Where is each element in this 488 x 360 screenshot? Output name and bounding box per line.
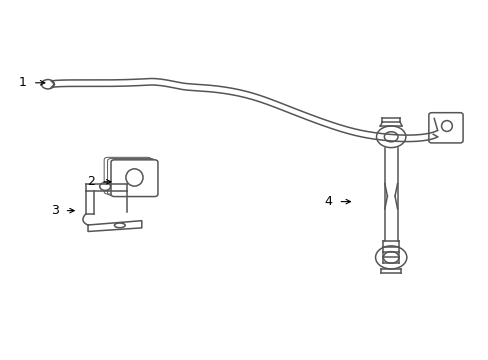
FancyBboxPatch shape — [111, 160, 158, 197]
Text: 4: 4 — [324, 195, 332, 208]
Circle shape — [376, 126, 405, 148]
Text: 3: 3 — [51, 204, 59, 217]
Circle shape — [100, 183, 110, 190]
Text: 2: 2 — [87, 175, 95, 188]
Text: 1: 1 — [19, 76, 27, 89]
Polygon shape — [88, 221, 142, 231]
Circle shape — [375, 246, 406, 269]
